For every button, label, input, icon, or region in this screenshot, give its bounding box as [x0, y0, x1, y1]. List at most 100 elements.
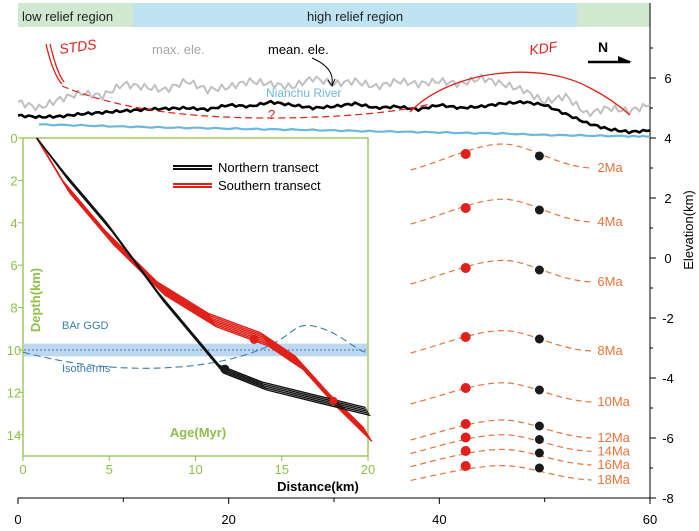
inset-x-tick-label: 15	[275, 462, 289, 477]
river-label: Nianchu River	[266, 86, 341, 100]
main-y-tick-label: 2	[664, 191, 671, 206]
low-relief-label: low relief region	[22, 9, 113, 24]
black-sample-point	[534, 385, 544, 395]
inset-legend: Northern transect Southern transect	[173, 160, 321, 193]
inset-content	[22, 137, 373, 442]
main-y-axis-label: Elevation(km)	[681, 190, 696, 269]
profile-annotations: max. ele. mean. ele. Nianchu River N	[152, 39, 632, 100]
low-relief-band-right	[577, 3, 650, 27]
main-y-tick-label: -4	[662, 371, 674, 386]
profile-line	[39, 123, 651, 138]
northern-transect-line	[36, 137, 371, 417]
red-sample-point	[460, 203, 471, 213]
black-sample-point	[534, 463, 544, 473]
inset-x-tick-label: 20	[361, 462, 375, 477]
inset-y-tick-label: 4	[10, 216, 17, 231]
main-y-tick-label: 6	[664, 71, 671, 86]
black-sample-point	[534, 151, 544, 161]
main-y-ticks: 6 4 2 0 -2 -4 -6 -8	[650, 47, 674, 506]
isochron-label: 6Ma	[597, 274, 623, 289]
inset-x-ticks: 0 5 10 15 20	[19, 456, 375, 477]
kdf-label: KDF	[528, 38, 559, 58]
region-band: low relief region high relief region	[18, 3, 650, 27]
question-mark: ?	[268, 107, 275, 122]
inset-y-tick-label: 0	[10, 131, 17, 146]
red-sample-point	[460, 446, 471, 456]
inset-y-tick-label: 6	[10, 258, 17, 273]
isochron-label: 2Ma	[597, 160, 623, 175]
stds-fault-line	[45, 43, 63, 85]
main-x-tick-label: 20	[221, 512, 235, 527]
profile-line	[17, 99, 651, 135]
isochron-label: 8Ma	[597, 343, 623, 358]
inset-red-marker	[249, 334, 259, 344]
legend-northern: Northern transect	[173, 160, 319, 175]
faults: STDS KDF ?	[45, 36, 631, 122]
isochron-label: 16Ma	[597, 457, 630, 472]
black-sample-point	[534, 421, 544, 431]
bar-ggd-band	[24, 343, 367, 357]
isochron-line	[410, 259, 592, 285]
southern-transect-line	[36, 137, 373, 442]
main-y-tick-label: 0	[664, 251, 671, 266]
black-sample-point	[534, 205, 544, 215]
high-relief-label: high relief region	[307, 9, 403, 24]
red-sample-point	[460, 332, 471, 342]
mean-ele-arrow	[311, 57, 333, 85]
main-x-axis-label: Distance(km)	[277, 479, 359, 494]
inset-y-axis-label: Depth(km)	[28, 268, 43, 332]
inset-y-tick-label: 10	[7, 343, 21, 358]
inset-x-tick-label: 0	[19, 462, 26, 477]
isochron-line	[410, 448, 592, 468]
inset-black-marker	[220, 364, 230, 374]
red-sample-point	[460, 461, 471, 471]
isochron-line	[410, 464, 592, 482]
north-arrow: N	[588, 39, 632, 64]
isochron-line	[410, 419, 592, 441]
isochron-label: 14Ma	[597, 444, 630, 459]
inset-y-tick-label: 8	[10, 301, 17, 316]
inset-x-tick-label: 10	[188, 462, 202, 477]
main-y-tick-label: -8	[662, 491, 674, 506]
profile-line	[17, 73, 651, 118]
red-sample-point	[460, 263, 471, 273]
inset-y-ticks: 0 2 4 6 8 10 12 14	[7, 131, 23, 443]
stds-label: STDS	[58, 36, 98, 57]
elevation-profiles	[17, 73, 651, 138]
legend-southern: Southern transect	[173, 178, 321, 193]
red-sample-point	[460, 432, 471, 443]
inset-red-marker-2	[329, 396, 338, 405]
isochron-label: 10Ma	[597, 394, 630, 409]
isochron-label: 4Ma	[597, 214, 623, 229]
main-y-tick-label: 4	[664, 131, 671, 146]
inset-x-axis-label: Age(Myr)	[170, 425, 226, 440]
red-sample-point	[460, 149, 471, 159]
main-x-tick-label: 60	[643, 512, 657, 527]
isotherm-curve	[22, 324, 369, 369]
inset-y-tick-label: 14	[7, 428, 21, 443]
north-arrow-head	[618, 56, 632, 62]
red-sample-point	[460, 383, 471, 393]
inset-x-tick-label: 5	[106, 462, 113, 477]
isotherm-label: Isotherms	[62, 363, 111, 375]
band-label: BAr GGD	[62, 320, 109, 332]
black-sample-point	[534, 265, 544, 275]
black-sample-point	[534, 435, 544, 444]
isochron-line	[410, 198, 592, 225]
main-x-tick-label: 40	[432, 512, 446, 527]
legend-northern-label: Northern transect	[218, 160, 319, 175]
isochron-label: 12Ma	[597, 430, 630, 445]
max-ele-label: max. ele.	[152, 42, 205, 57]
stds-fault-line-2	[49, 43, 65, 83]
high-relief-band	[133, 3, 577, 27]
mean-ele-arrowhead	[327, 78, 336, 88]
stds-dashed-extension	[61, 85, 431, 119]
isochron-line	[410, 434, 592, 455]
inset-y-tick-label: 2	[10, 173, 17, 188]
main-x-tick-label: 0	[14, 512, 21, 527]
low-relief-band	[18, 3, 133, 27]
